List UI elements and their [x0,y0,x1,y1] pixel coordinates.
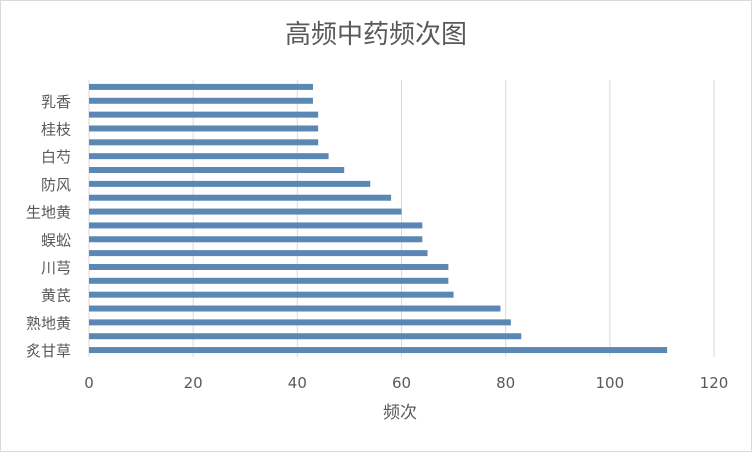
bar [89,250,428,257]
y-tick-label: 炙甘草 [26,342,71,360]
x-tick-label: 80 [496,374,515,392]
y-tick-label: 蜈蚣 [41,231,71,249]
bar [89,222,423,229]
bar [89,333,522,340]
x-axis-title: 频次 [383,403,417,423]
bar [89,167,345,174]
y-tick-label: 防风 [41,176,71,194]
bar [89,111,319,118]
x-tick-label: 20 [184,374,203,392]
bar [89,236,423,243]
bar [89,194,392,201]
x-tick-label: 60 [392,374,411,392]
y-tick-label: 熟地黄 [26,314,71,332]
bar [89,125,319,132]
bar [89,180,371,187]
x-tick-label: 100 [596,374,625,392]
bar [89,319,511,326]
gridlines [88,80,715,357]
x-tick-label: 0 [84,374,94,392]
bar [89,83,313,90]
y-tick-label: 白芍 [41,148,71,166]
bar [89,208,402,215]
chart-title: 高频中药频次图 [284,20,467,50]
y-tick-label: 黄芪 [41,287,71,305]
y-tick-label: 生地黄 [26,204,71,222]
bar [89,153,329,160]
bar [89,263,449,270]
x-tick-label: 120 [700,374,729,392]
bar [89,97,313,104]
y-tick-label: 桂枝 [41,120,71,138]
y-tick-labels: 炙甘草 熟地黄 黄芪 川芎 蜈蚣 生地黄 防风 白芍 桂枝 乳香 [26,93,71,360]
bar [89,305,501,312]
bar [89,277,449,284]
y-tick-label: 乳香 [41,93,71,111]
bars [89,83,668,354]
bar [89,291,454,298]
x-tick-labels: 0 20 40 60 80 100 120 [84,374,728,392]
x-tick-label: 40 [288,374,307,392]
bar [89,139,319,146]
bar [89,347,668,354]
y-tick-label: 川芎 [41,259,71,277]
